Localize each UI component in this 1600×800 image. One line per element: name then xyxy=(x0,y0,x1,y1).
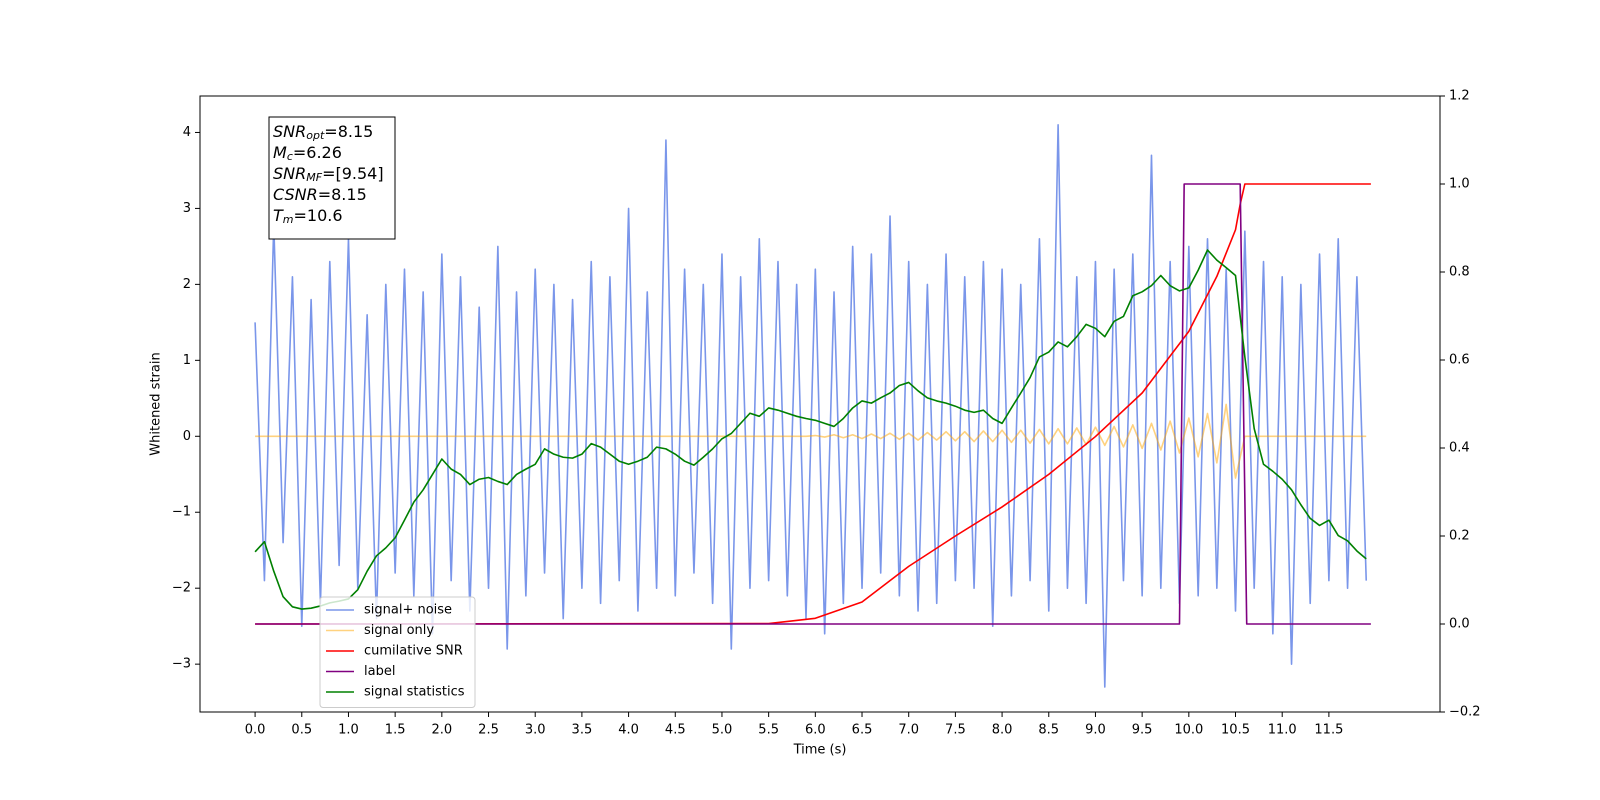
x-tick-label: 8.0 xyxy=(992,723,1013,738)
x-tick-label: 5.0 xyxy=(712,723,733,738)
y2-tick-label: 0.0 xyxy=(1449,617,1470,632)
annotation-value: =8.15 xyxy=(324,122,373,141)
x-tick-label: 6.5 xyxy=(852,723,873,738)
plot-area xyxy=(254,124,1371,688)
y2-tick-label: 1.2 xyxy=(1449,89,1470,104)
x-tick-label: 1.0 xyxy=(338,723,359,738)
x-tick-label: 2.5 xyxy=(478,723,499,738)
annotation-symbol: CSNR xyxy=(273,185,318,204)
annotation-value: =[9.54] xyxy=(322,164,384,183)
x-tick-label: 4.0 xyxy=(618,723,639,738)
legend-label: signal statistics xyxy=(364,685,465,700)
annotation-symbol: SNR xyxy=(273,164,306,183)
x-tick-label: 8.5 xyxy=(1038,723,1059,738)
y-tick-label: −1 xyxy=(172,505,191,520)
annotation-symbol: SNR xyxy=(273,122,306,141)
y-tick-label: −3 xyxy=(172,657,191,672)
annotation-value: =10.6 xyxy=(294,206,343,225)
legend-label: signal only xyxy=(364,623,434,638)
y-axis-label: Whitened strain xyxy=(149,352,164,455)
series-line xyxy=(255,183,1371,625)
legend-label: cumilative SNR xyxy=(364,644,463,659)
legend-label: label xyxy=(364,664,395,679)
annotation-line: CSNR=8.15 xyxy=(273,185,367,204)
annotation-value: =6.26 xyxy=(293,143,342,162)
x-tick-label: 0.0 xyxy=(245,723,266,738)
y-tick-label: −2 xyxy=(172,581,191,596)
x-tick-label: 11.5 xyxy=(1314,723,1343,738)
y2-tick-label: 0.4 xyxy=(1449,441,1470,456)
x-tick-label: 9.5 xyxy=(1132,723,1153,738)
x-tick-label: 7.5 xyxy=(945,723,966,738)
x-tick-label: 6.0 xyxy=(805,723,826,738)
x-axis-label: Time (s) xyxy=(793,743,847,758)
annotation-line: Mc=6.26 xyxy=(273,143,342,164)
x-tick-label: 10.0 xyxy=(1174,723,1203,738)
y-tick-label: 4 xyxy=(183,125,191,140)
x-tick-label: 10.5 xyxy=(1221,723,1250,738)
annotation-subscript: c xyxy=(287,150,293,163)
y-tick-label: 0 xyxy=(183,429,191,444)
series-line xyxy=(254,249,1367,610)
y-tick-label: 3 xyxy=(183,201,191,216)
x-tick-label: 9.0 xyxy=(1085,723,1106,738)
y2-tick-label: 0.2 xyxy=(1449,529,1470,544)
legend-frame xyxy=(319,596,476,708)
y2-tick-label: 0.8 xyxy=(1449,265,1470,280)
x-tick-label: 2.0 xyxy=(431,723,452,738)
x-tick-label: 3.0 xyxy=(525,723,546,738)
annotation-symbol: T xyxy=(273,206,284,225)
axes-frame xyxy=(199,95,1441,713)
legend: signal+ noise signal only cumilative SNR la… xyxy=(319,596,476,708)
x-tick-label: 11.0 xyxy=(1268,723,1297,738)
y2-tick-label: 0.6 xyxy=(1449,353,1470,368)
y2-tick-label: −0.2 xyxy=(1449,705,1481,720)
x-tick-label: 3.5 xyxy=(572,723,593,738)
annotation-subscript: m xyxy=(283,213,294,226)
annotation-subscript: MF xyxy=(306,171,322,184)
x-tick-label: 7.0 xyxy=(898,723,919,738)
y-tick-label: 1 xyxy=(183,353,191,368)
legend-label: signal+ noise xyxy=(364,603,452,618)
annotation-line: Tm=10.6 xyxy=(273,206,343,227)
x-tick-label: 4.5 xyxy=(665,723,686,738)
annotation-box: SNRopt=8.15Mc=6.26SNRMF=[9.54]CSNR=8.15T… xyxy=(268,116,396,240)
annotation-value: =8.15 xyxy=(318,185,367,204)
y2-tick-label: 1.0 xyxy=(1449,177,1470,192)
series-line xyxy=(255,183,1371,625)
x-tick-label: 5.5 xyxy=(758,723,779,738)
annotation-line: SNRMF=[9.54] xyxy=(273,164,384,185)
annotation-frame xyxy=(268,116,396,240)
annotation-subscript: opt xyxy=(306,129,325,142)
x-tick-label: 1.5 xyxy=(385,723,406,738)
annotation-line: SNRopt=8.15 xyxy=(273,122,373,143)
x-tick-label: 0.5 xyxy=(291,723,312,738)
y-tick-label: 2 xyxy=(183,277,191,292)
annotation-symbol: M xyxy=(273,143,287,162)
